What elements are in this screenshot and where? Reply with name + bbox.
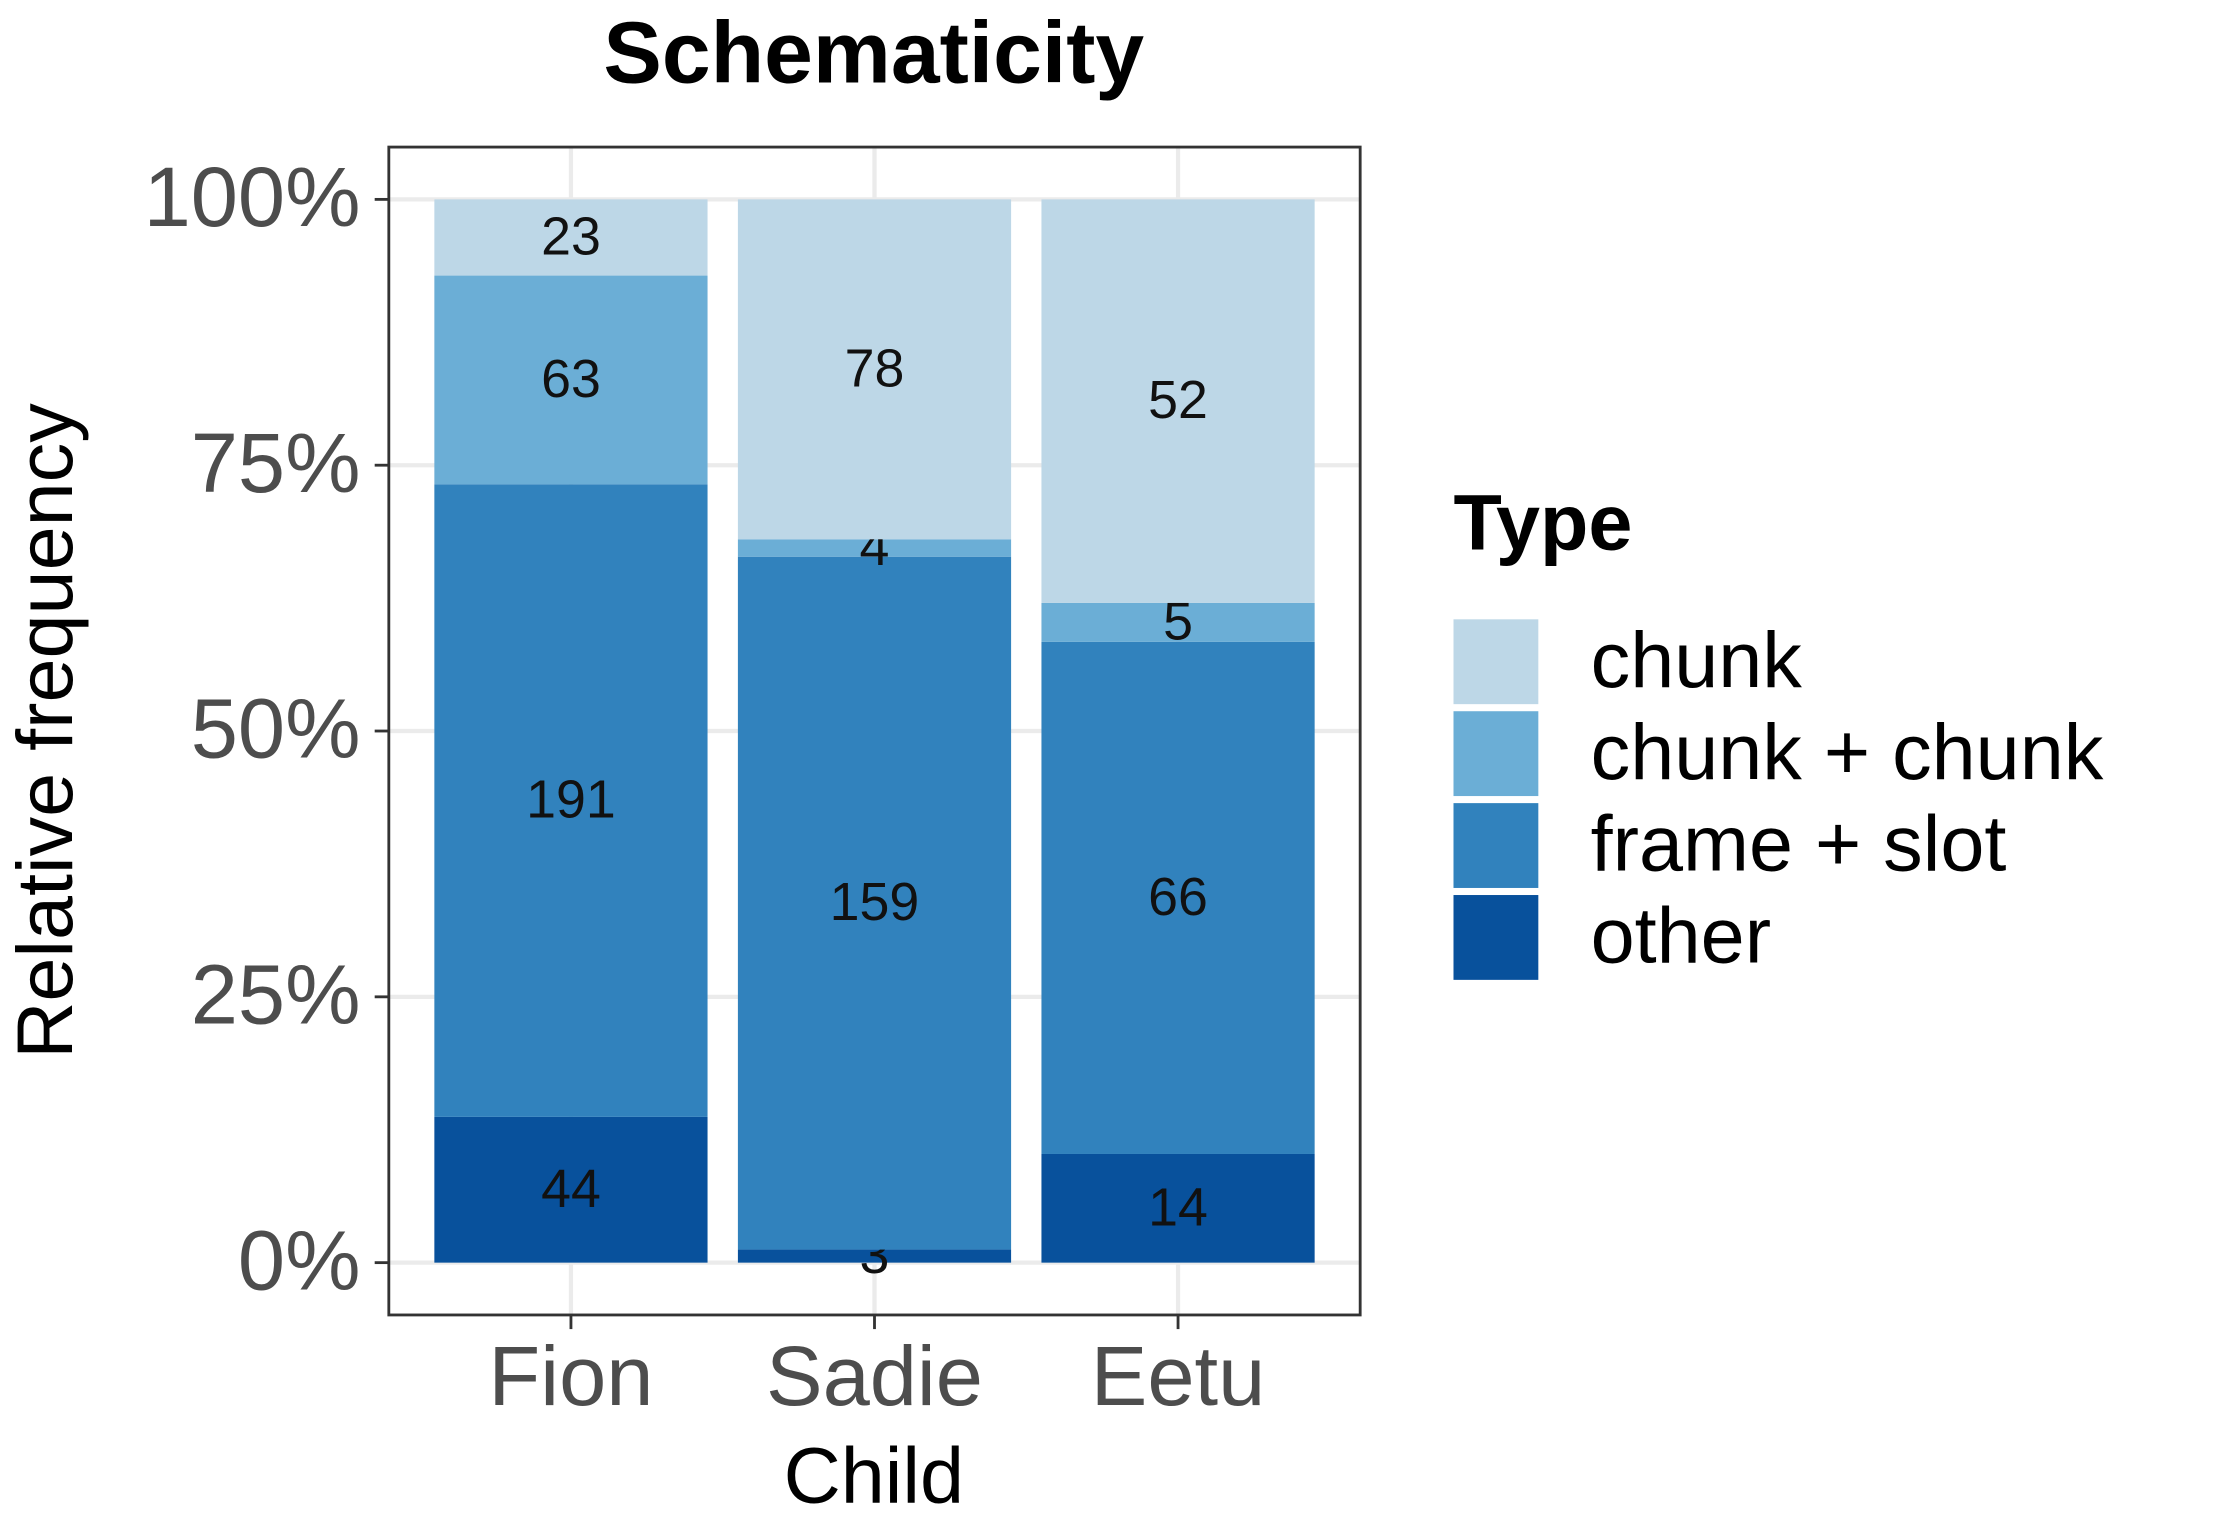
data-label: 78 xyxy=(845,338,905,398)
x-tick-label: Sadie xyxy=(766,1328,983,1423)
chart-title: Schematicity xyxy=(603,4,1144,102)
legend-title: Type xyxy=(1453,478,1632,567)
bar-segment xyxy=(1041,199,1315,603)
data-label: 14 xyxy=(1148,1177,1208,1237)
bar-segment xyxy=(737,1249,1012,1263)
y-tick-label: 75% xyxy=(191,415,361,510)
y-tick-label: 100% xyxy=(144,149,361,244)
legend-label: other xyxy=(1591,891,1771,980)
bar-segment xyxy=(434,275,708,485)
data-label: 23 xyxy=(541,206,601,266)
bar-segment xyxy=(737,199,1012,540)
x-tick-label: Eetu xyxy=(1091,1328,1266,1423)
legend-label: chunk + chunk xyxy=(1591,707,2104,796)
y-tick-label: 0% xyxy=(238,1212,361,1307)
y-tick-label: 50% xyxy=(191,681,361,776)
x-axis-title: Child xyxy=(784,1431,964,1520)
x-tick-label: Fion xyxy=(488,1328,653,1423)
panel-border xyxy=(387,145,1362,1317)
bar-segment xyxy=(434,1116,708,1263)
legend-key xyxy=(1453,895,1539,980)
y-tick-label: 25% xyxy=(191,946,361,1041)
legend-label: frame + slot xyxy=(1591,799,2007,888)
bar-segment xyxy=(1041,1153,1315,1263)
legend-key xyxy=(1453,619,1539,705)
legend-key xyxy=(1453,803,1539,888)
bar-segment xyxy=(1041,602,1315,642)
legend-label: chunk xyxy=(1591,615,1803,704)
data-label: 159 xyxy=(830,872,920,932)
bar-segment xyxy=(737,539,1012,557)
bar-segment xyxy=(737,556,1012,1250)
y-axis-title: Relative frequency xyxy=(0,403,89,1059)
data-label: 44 xyxy=(541,1159,601,1219)
bar-segment xyxy=(1041,641,1315,1154)
bar-segment xyxy=(434,484,708,1117)
data-label: 52 xyxy=(1148,370,1208,430)
bar-segment xyxy=(434,199,708,276)
legend-key xyxy=(1453,711,1539,797)
data-label: 66 xyxy=(1148,867,1208,927)
data-label: 63 xyxy=(541,349,601,409)
data-label: 191 xyxy=(526,770,616,830)
